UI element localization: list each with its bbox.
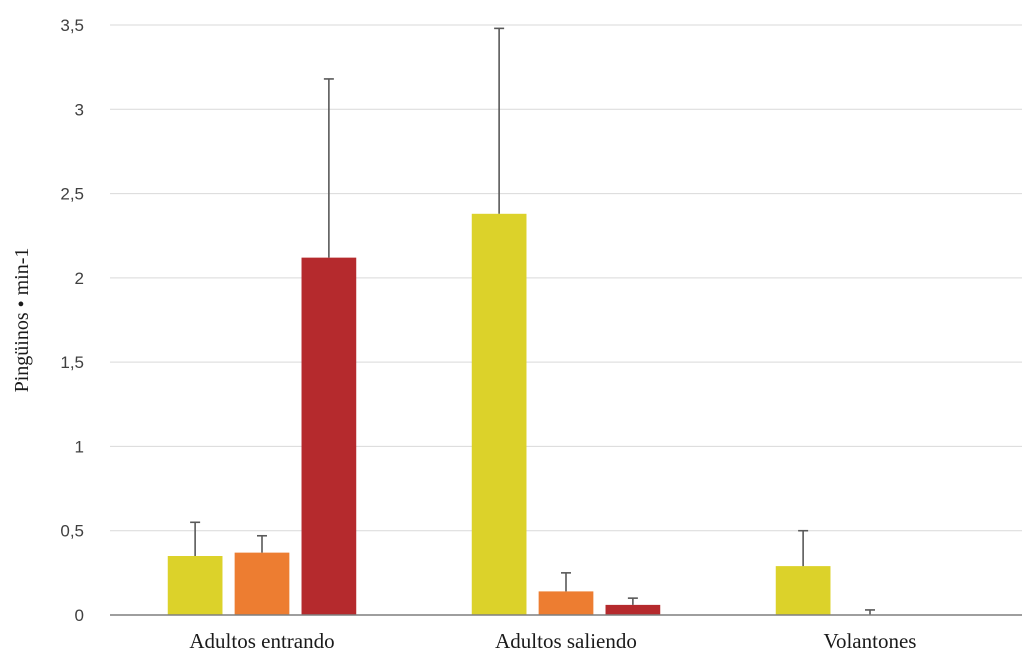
bar bbox=[167, 556, 223, 615]
bar bbox=[234, 552, 290, 615]
bar bbox=[605, 604, 661, 615]
y-tick-label: 0 bbox=[75, 606, 84, 625]
category-labels: Adultos entrando Adultos saliendo Volanton… bbox=[189, 629, 916, 653]
error-bars bbox=[190, 27, 875, 615]
y-axis-title: Pingüinos • min-1 bbox=[11, 248, 33, 393]
category-label: Adultos saliendo bbox=[495, 629, 637, 653]
category-label: Volantones bbox=[824, 629, 917, 653]
y-tick-label: 1,5 bbox=[60, 353, 84, 372]
bar bbox=[471, 213, 527, 616]
category-label: Adultos entrando bbox=[189, 629, 334, 653]
y-tick-labels: 0 0,5 1 1,5 2 2,5 3 3,5 bbox=[60, 16, 84, 625]
y-tick-label: 2,5 bbox=[60, 185, 84, 204]
bar bbox=[775, 566, 831, 615]
bar bbox=[301, 257, 357, 615]
bar bbox=[538, 591, 594, 615]
y-tick-label: 2 bbox=[75, 269, 84, 288]
y-tick-label: 0,5 bbox=[60, 522, 84, 541]
y-tick-label: 3,5 bbox=[60, 16, 84, 35]
gridlines bbox=[110, 24, 1022, 532]
y-tick-label: 1 bbox=[75, 437, 84, 456]
bars bbox=[167, 213, 831, 616]
y-tick-label: 3 bbox=[75, 100, 84, 119]
